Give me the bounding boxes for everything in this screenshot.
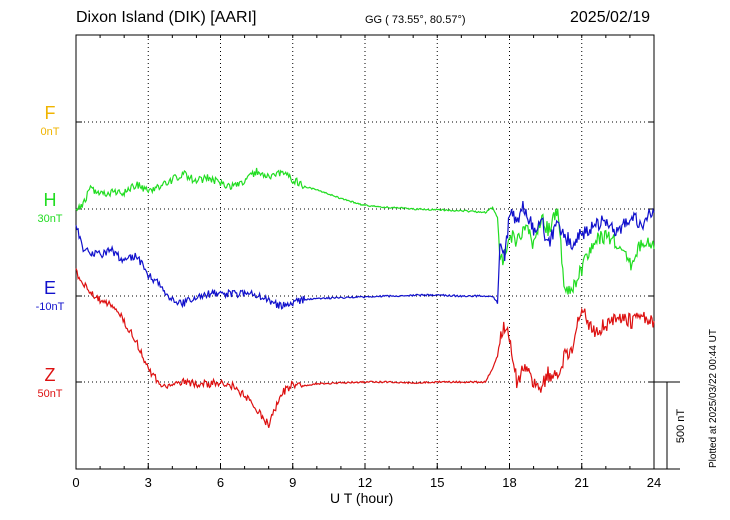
channel-baseline-z: 50nT	[37, 388, 63, 400]
scale-bar-label: 500 nT	[675, 409, 687, 444]
grid-lines	[76, 35, 654, 469]
x-axis-ticks: 0 3 6 9 12 15 18 21 24	[72, 35, 661, 490]
channel-label-f: F 0nT	[20, 103, 80, 138]
channel-label-e: E -10nT	[20, 278, 80, 313]
station-title: Dixon Island (DIK) [AARI]	[76, 9, 257, 26]
x-tick-label: 12	[358, 475, 372, 490]
x-tick-label: 21	[575, 475, 589, 490]
scale-bar: 500 nT	[654, 381, 687, 470]
station-coordinates: GG ( 73.55°, 80.57°)	[365, 14, 466, 26]
plot-date: 2025/02/19	[570, 9, 651, 26]
channel-baseline-e: -10nT	[35, 301, 65, 313]
channel-name-z: Z	[44, 365, 56, 385]
x-tick-label: 9	[289, 475, 296, 490]
channel-name-h: H	[43, 190, 57, 210]
x-tick-label: 0	[72, 475, 79, 490]
series-line-e	[75, 201, 655, 310]
channel-baseline-h: 30nT	[37, 213, 63, 225]
x-tick-label: 3	[145, 475, 152, 490]
x-tick-label: 24	[647, 475, 661, 490]
x-tick-label: 18	[502, 475, 516, 490]
channel-name-f: F	[44, 103, 56, 123]
plotted-timestamp: Plotted at 2025/03/22 00:44 UT	[708, 329, 719, 468]
series-line-h	[75, 167, 655, 295]
channel-label-z: Z 50nT	[20, 365, 80, 400]
x-tick-label: 6	[217, 475, 224, 490]
x-axis-label: U T (hour)	[330, 490, 394, 506]
series-line-z	[75, 268, 655, 428]
series-lines	[75, 167, 655, 428]
channel-name-e: E	[43, 278, 56, 298]
channel-baseline-f: 0nT	[40, 126, 60, 138]
channel-label-h: H 30nT	[20, 190, 80, 225]
x-tick-label: 15	[430, 475, 444, 490]
